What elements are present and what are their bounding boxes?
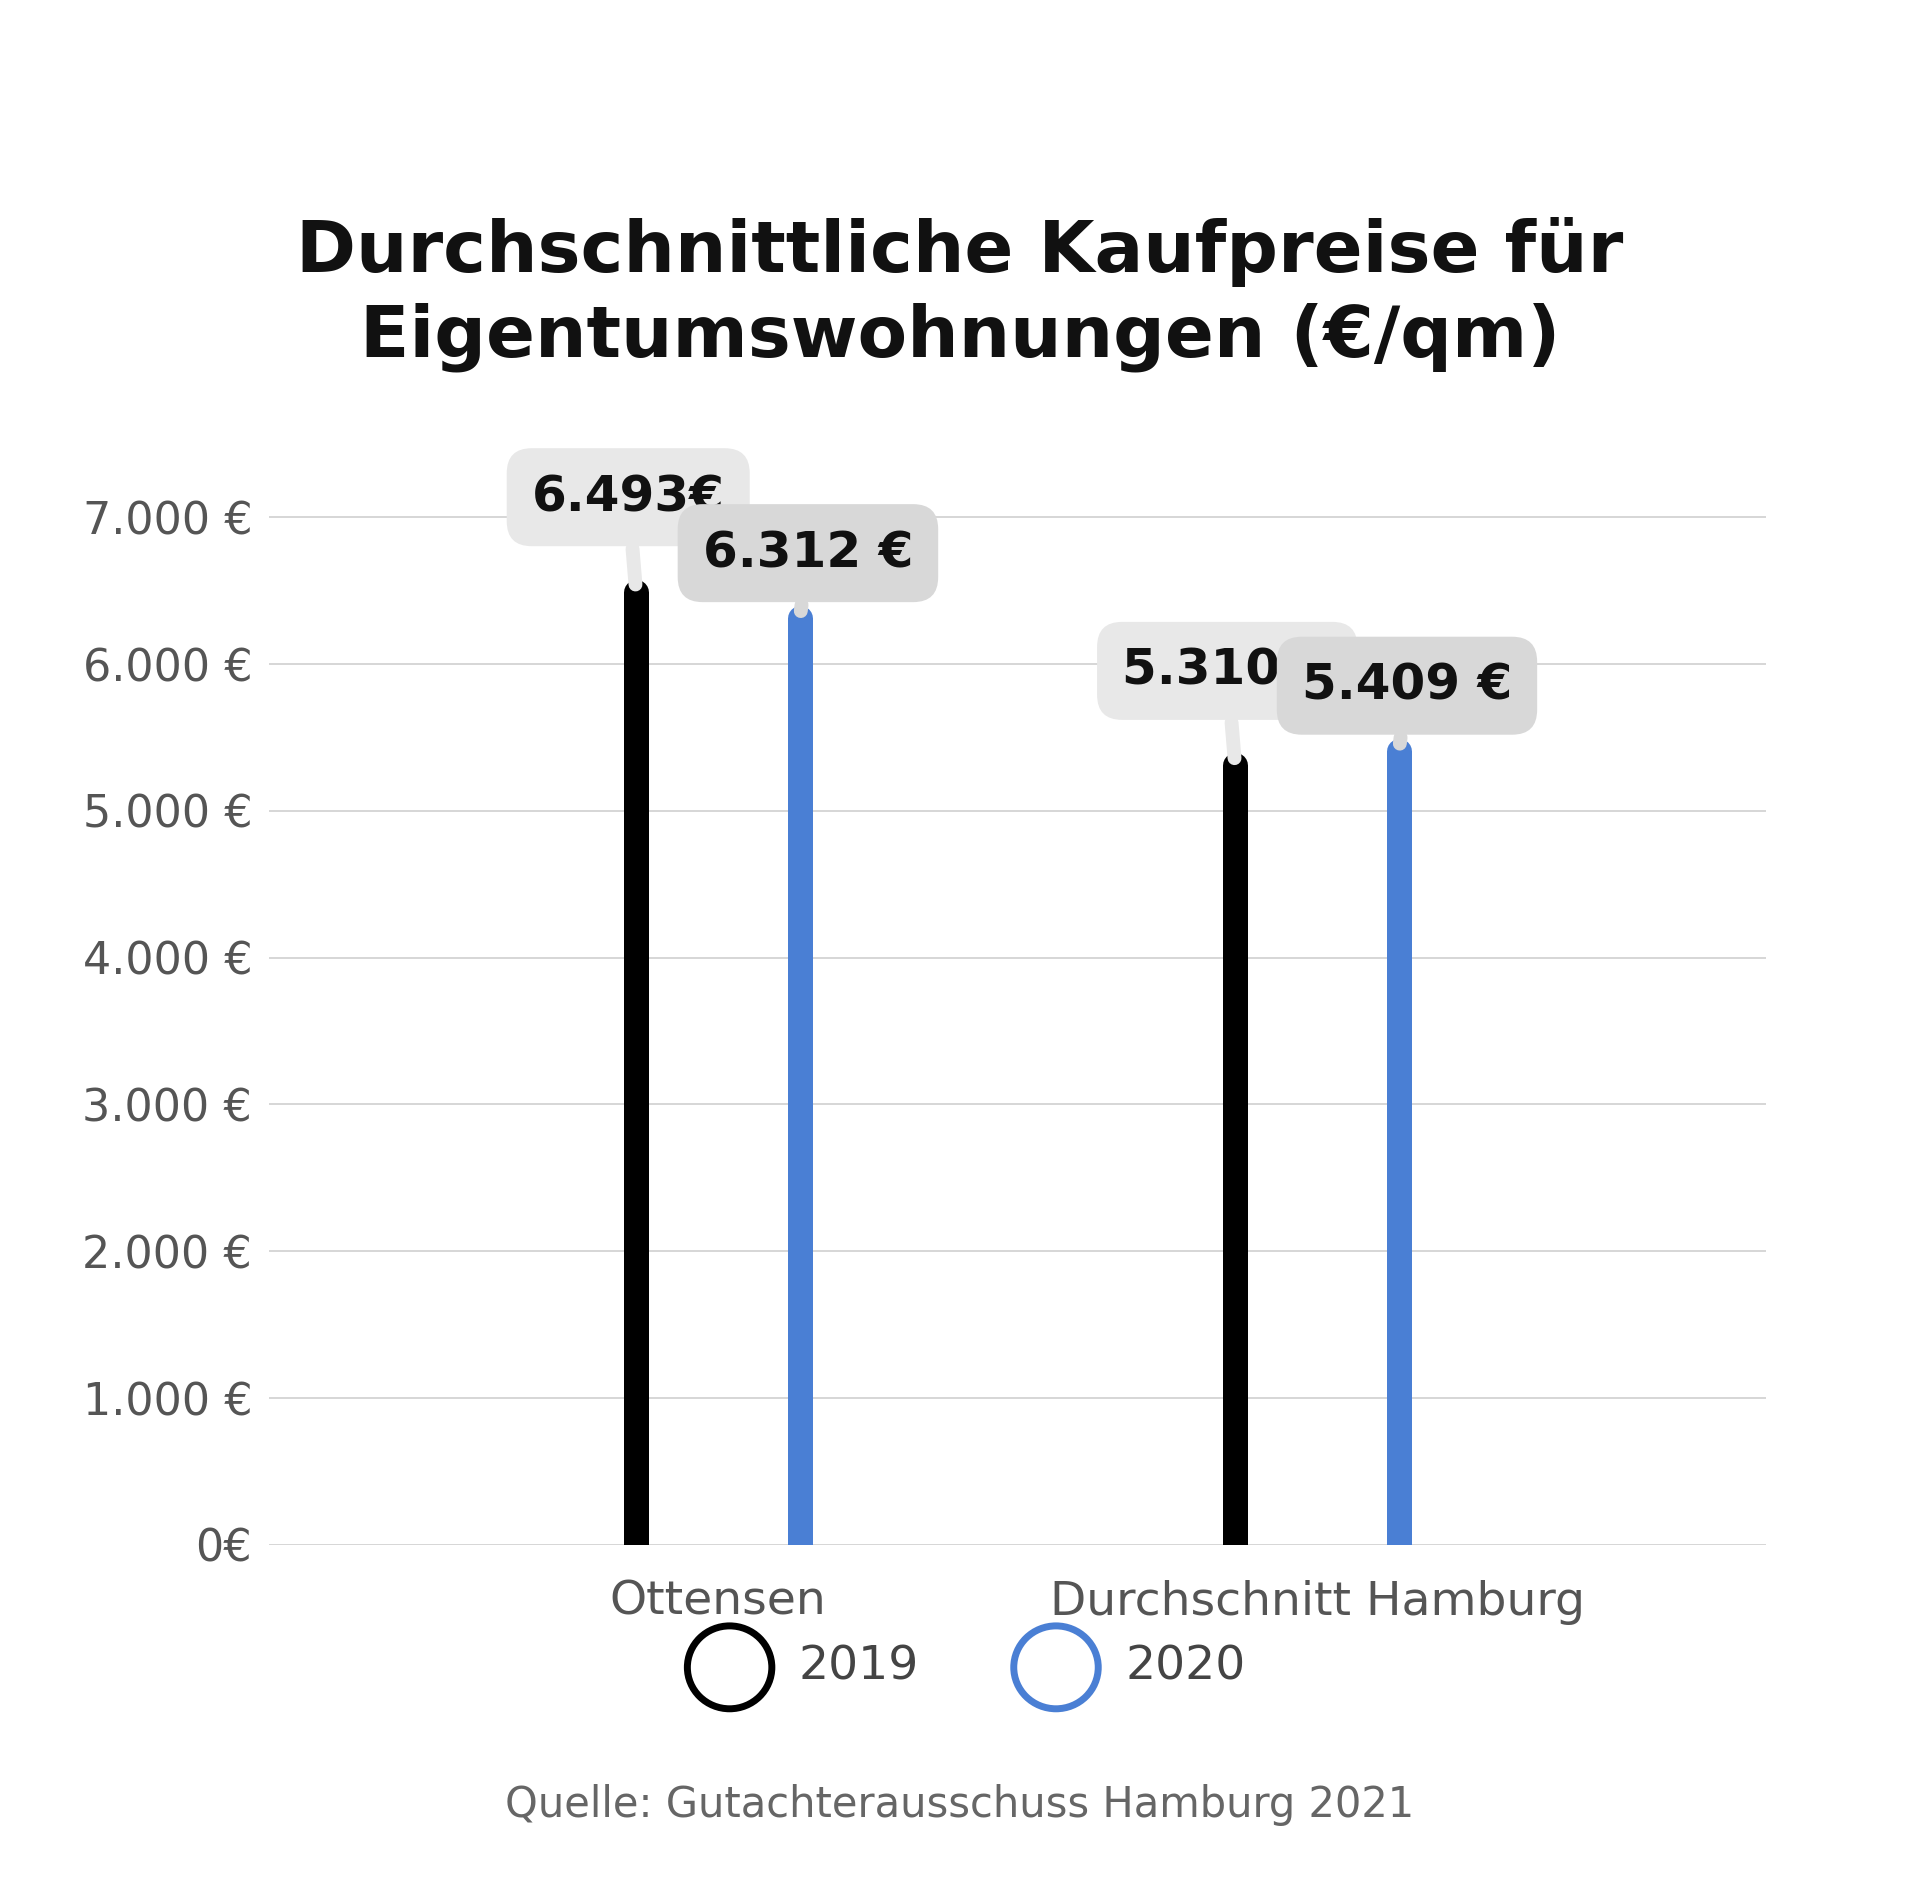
Text: Durchschnittliche Kaufpreise für
Eigentumswohnungen (€/qm): Durchschnittliche Kaufpreise für Eigentu… (296, 217, 1624, 373)
Text: 6.312 €: 6.312 € (703, 529, 914, 610)
Text: 2019: 2019 (799, 1645, 920, 1690)
Text: 2020: 2020 (1125, 1645, 1246, 1690)
Text: 5.409 €: 5.409 € (1302, 661, 1513, 744)
Text: Quelle: Gutachterausschuss Hamburg 2021: Quelle: Gutachterausschuss Hamburg 2021 (505, 1784, 1415, 1826)
Text: 6.493€: 6.493€ (532, 473, 724, 584)
Text: 5.310 €: 5.310 € (1121, 646, 1332, 757)
